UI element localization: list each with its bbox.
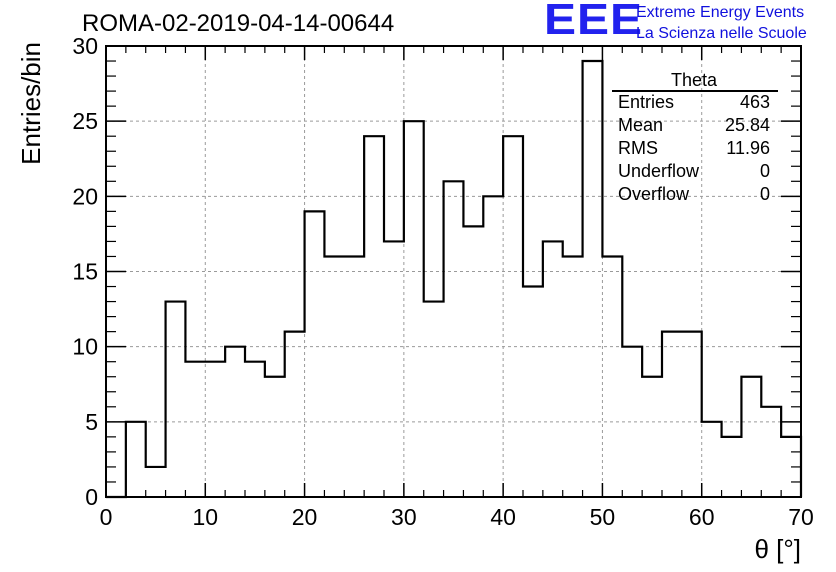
histogram-bin (463, 226, 483, 497)
histogram-bin (364, 136, 384, 497)
stats-title: Theta (670, 70, 718, 90)
histogram-bin (205, 362, 225, 497)
x-tick-label: 30 (391, 504, 417, 530)
histogram-bin (265, 377, 285, 497)
logo-subtitle-1: Extreme Energy Events (636, 4, 805, 21)
histogram-bin (583, 61, 603, 497)
stats-label: Underflow (618, 161, 700, 181)
stats-label: Mean (618, 115, 664, 135)
histogram-bin (324, 256, 344, 497)
logo-subtitle-2: La Scienza nelle Scuole (636, 25, 807, 42)
histogram-bin (384, 241, 404, 497)
histogram-bin (761, 407, 781, 497)
histogram-bin (285, 332, 305, 497)
stats-row: Underflow 0 (618, 161, 770, 183)
x-tick-label: 10 (192, 504, 218, 530)
histogram-bin (662, 332, 682, 497)
stats-label: Overflow (618, 184, 690, 204)
stats-label: RMS (618, 138, 658, 158)
run-title: ROMA-02-2019-04-14-00644 (82, 10, 395, 37)
stats-value: 25.84 (724, 115, 770, 135)
histogram-bin (642, 377, 662, 497)
histogram-bin (344, 256, 364, 497)
histogram-bin (483, 196, 503, 497)
tick-labels: 0 10 20 30 40 50 60 70 0 5 10 15 20 25 30 (72, 33, 813, 530)
histogram-bin (225, 347, 245, 497)
histogram-bin (185, 362, 205, 497)
histogram-bin (424, 302, 444, 497)
stats-value: 463 (739, 92, 770, 112)
stats-row: Mean 25.84 (618, 115, 770, 137)
y-tick-label: 15 (72, 259, 98, 285)
histogram-bin (503, 136, 523, 497)
x-tick-label: 70 (788, 504, 814, 530)
y-tick-label: 20 (72, 183, 98, 209)
y-tick-label: 30 (72, 33, 98, 59)
histogram-bin (722, 437, 742, 497)
stats-value: 0 (759, 184, 770, 204)
histogram-bin (444, 181, 464, 497)
histogram-bin (146, 467, 166, 497)
histogram-bin (245, 362, 265, 497)
x-tick-label: 20 (292, 504, 318, 530)
histogram-bin (305, 211, 325, 497)
stats-row: Entries 463 (618, 92, 770, 114)
histogram-bin (602, 256, 622, 497)
histogram-bin (622, 347, 642, 497)
y-axis-label: Entries/bin (16, 42, 46, 165)
histogram-series (106, 59, 803, 499)
x-tick-label: 0 (100, 504, 113, 530)
y-tick-label: 5 (85, 409, 98, 435)
histogram-outline (106, 59, 803, 499)
axis-ticks (105, 45, 802, 498)
grid (106, 46, 801, 497)
histogram-bin (563, 256, 583, 497)
histogram-bin (523, 287, 543, 497)
stats-row: Overflow 0 (618, 184, 770, 206)
x-tick-label: 60 (689, 504, 715, 530)
stats-divider (612, 90, 778, 92)
y-tick-label: 0 (85, 484, 98, 510)
histogram-bin (702, 422, 722, 497)
histogram-bin (166, 302, 186, 497)
histogram-bin (741, 377, 761, 497)
x-tick-label: 40 (490, 504, 516, 530)
eee-logo: EEE (544, 0, 644, 45)
histogram-bin (543, 241, 563, 497)
stats-value: 11.96 (726, 138, 770, 158)
y-tick-label: 10 (72, 334, 98, 360)
histogram-bin (126, 422, 146, 497)
stats-row: RMS 11.96 (618, 138, 770, 160)
y-tick-label: 25 (72, 108, 98, 134)
stats-value: 0 (759, 161, 770, 181)
x-axis-label: θ [°] (754, 534, 801, 564)
stats-label: Entries (618, 92, 675, 112)
histogram-bin (404, 121, 424, 497)
histogram-bin (682, 332, 702, 497)
x-tick-label: 50 (590, 504, 616, 530)
